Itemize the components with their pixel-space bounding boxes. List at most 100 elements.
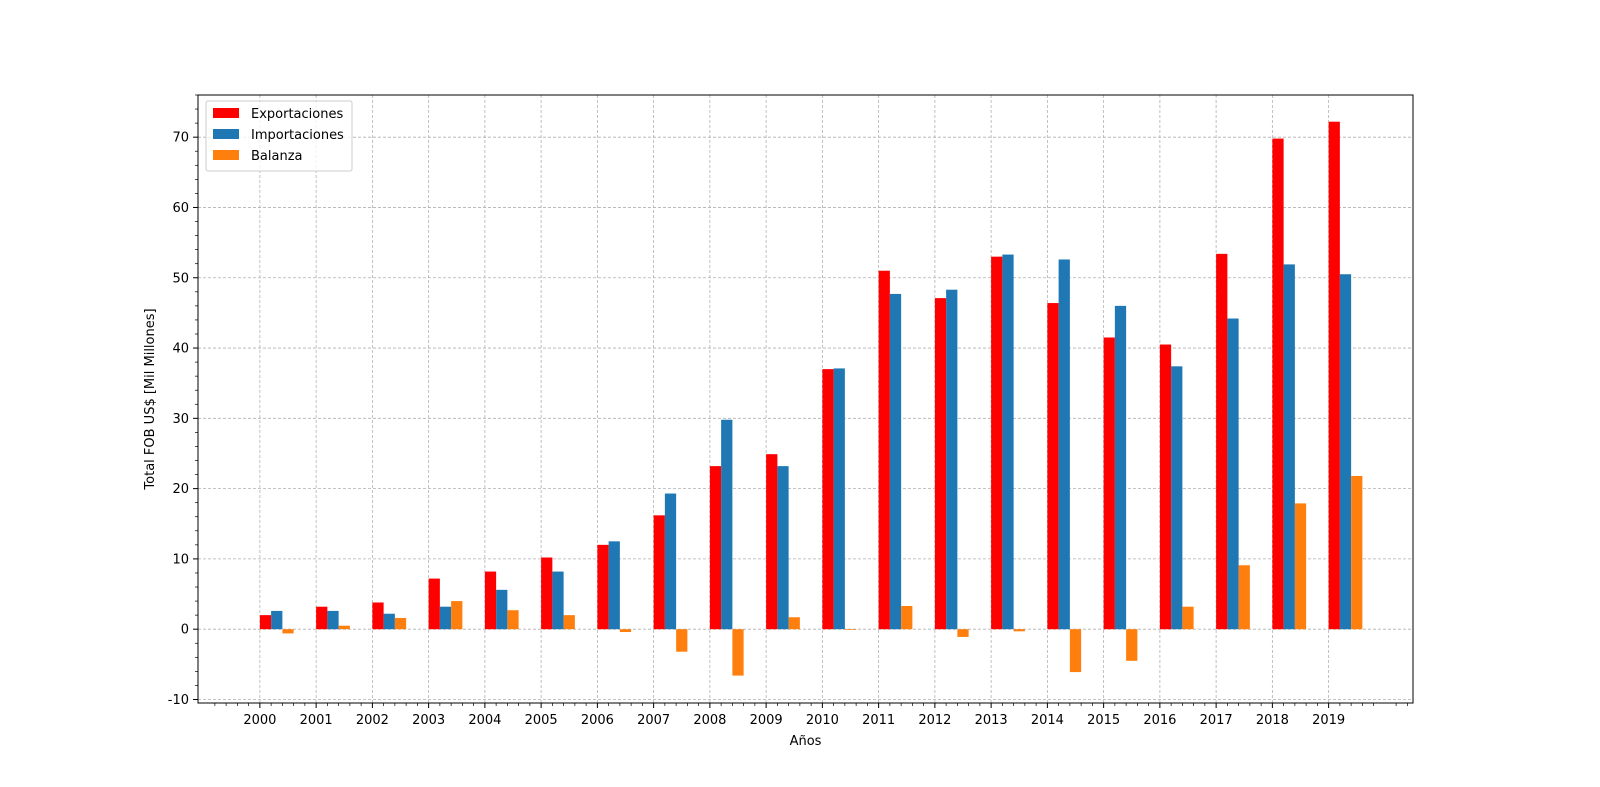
- bar-balanza-2011: [901, 606, 913, 630]
- bar-importaciones-2017: [1227, 318, 1239, 630]
- bars: [259, 121, 1363, 676]
- bar-importaciones-2013: [1002, 254, 1014, 630]
- bar-exportaciones-2011: [878, 270, 890, 630]
- bar-exportaciones-2005: [541, 557, 553, 630]
- bar-exportaciones-2009: [766, 454, 778, 630]
- tick-labels: -10 0 10 20 30 40 50 60 70 2000 2001 2002 2003 2004 20…: [168, 131, 1345, 728]
- legend-label-importaciones: Importaciones: [251, 128, 344, 143]
- bar-exportaciones-2014: [1047, 303, 1059, 630]
- bar-exportaciones-2015: [1103, 337, 1115, 630]
- x-tick-label: 2011: [862, 713, 895, 728]
- x-tick-label: 2009: [750, 713, 783, 728]
- y-tick-label: -10: [168, 693, 189, 708]
- bar-exportaciones-2016: [1159, 344, 1172, 630]
- bar-exportaciones-2004: [484, 571, 497, 630]
- bar-importaciones-2009: [777, 466, 789, 630]
- bar-importaciones-2012: [946, 289, 958, 630]
- bar-balanza-2013: [1013, 629, 1025, 632]
- bar-balanza-2018: [1294, 503, 1307, 630]
- bar-exportaciones-2008: [709, 466, 722, 630]
- x-tick-label: 2005: [525, 713, 558, 728]
- bar-importaciones-2003: [439, 606, 452, 630]
- bar-exportaciones-2006: [597, 544, 609, 630]
- bar-balanza-2000: [282, 629, 294, 634]
- legend-label-exportaciones: Exportaciones: [251, 107, 343, 122]
- bar-importaciones-2014: [1058, 259, 1070, 630]
- legend-box: [205, 100, 353, 172]
- x-tick-label: 2016: [1143, 713, 1176, 728]
- bar-importaciones-2006: [608, 541, 620, 630]
- bar-importaciones-2005: [552, 571, 564, 630]
- bar-balanza-2009: [788, 617, 800, 630]
- bar-importaciones-2011: [889, 293, 902, 630]
- x-tick-label: 2007: [637, 713, 670, 728]
- bar-importaciones-2016: [1171, 366, 1183, 630]
- y-tick-label: 40: [172, 342, 189, 357]
- bar-balanza-2017: [1238, 565, 1250, 630]
- plot-area-frame: [197, 94, 1414, 704]
- x-tick-label: 2012: [918, 713, 951, 728]
- x-tick-label: 2017: [1200, 713, 1233, 728]
- y-tick-label: 70: [172, 131, 189, 146]
- bar-importaciones-2004: [496, 589, 508, 630]
- x-tick-label: 2004: [468, 713, 501, 728]
- bar-exportaciones-2010: [822, 369, 834, 630]
- bar-balanza-2019: [1351, 475, 1363, 630]
- bar-importaciones-2001: [327, 610, 339, 630]
- legend-swatch-exportaciones: [213, 108, 239, 118]
- bar-balanza-2005: [563, 615, 575, 630]
- bar-balanza-2015: [1126, 629, 1138, 661]
- bar-balanza-2004: [507, 610, 519, 630]
- bar-importaciones-2018: [1283, 264, 1295, 630]
- bar-balanza-2007: [676, 629, 688, 652]
- x-tick-label: 2000: [243, 713, 276, 728]
- bar-balanza-2001: [338, 625, 350, 630]
- x-tick-label: 2015: [1087, 713, 1120, 728]
- bar-importaciones-2019: [1339, 274, 1352, 630]
- bar-importaciones-2008: [721, 419, 733, 630]
- bar-exportaciones-2003: [428, 578, 440, 630]
- y-axis-label: Total FOB US$ [Mil Millones]: [143, 308, 158, 490]
- y-tick-label: 30: [172, 412, 189, 427]
- x-tick-label: 2018: [1256, 713, 1289, 728]
- bar-importaciones-2002: [383, 613, 395, 630]
- bar-balanza-2002: [394, 617, 407, 630]
- x-axis-label: Años: [790, 734, 822, 749]
- legend-label-balanza: Balanza: [251, 149, 303, 164]
- bar-importaciones-2007: [664, 493, 677, 630]
- bar-exportaciones-2001: [316, 606, 328, 630]
- x-tick-label: 2019: [1312, 713, 1345, 728]
- x-tick-label: 2001: [300, 713, 333, 728]
- bar-exportaciones-2007: [653, 515, 665, 630]
- bar-importaciones-2000: [271, 610, 283, 630]
- x-tick-label: 2006: [581, 713, 614, 728]
- bar-balanza-2006: [619, 629, 632, 633]
- bar-exportaciones-2002: [372, 602, 384, 630]
- y-tick-label: 10: [172, 552, 189, 567]
- bar-importaciones-2015: [1114, 305, 1127, 630]
- bar-balanza-2008: [732, 629, 744, 676]
- bar-balanza-2016: [1182, 606, 1194, 630]
- x-tick-label: 2002: [356, 713, 389, 728]
- x-tick-label: 2010: [806, 713, 839, 728]
- legend-swatch-importaciones: [213, 129, 239, 139]
- bar-exportaciones-2019: [1328, 121, 1340, 630]
- y-tick-label: 0: [181, 623, 189, 638]
- x-tick-label: 2008: [693, 713, 726, 728]
- bar-balanza-2014: [1069, 629, 1082, 673]
- x-tick-label: 2014: [1031, 713, 1064, 728]
- y-tick-label: 50: [172, 271, 189, 286]
- axis-ticks: [193, 94, 1408, 708]
- bar-exportaciones-2018: [1272, 138, 1284, 630]
- legend-swatch-balanza: [213, 150, 239, 160]
- bar-balanza-2012: [957, 629, 969, 637]
- y-tick-label: 60: [172, 201, 189, 216]
- bar-balanza-2010: [844, 629, 857, 630]
- bar-balanza-2003: [451, 601, 463, 630]
- legend: Exportaciones Importaciones Balanza: [205, 100, 353, 172]
- bar-importaciones-2010: [833, 368, 845, 630]
- bar-exportaciones-2012: [934, 298, 947, 630]
- y-tick-label: 20: [172, 482, 189, 497]
- bar-exportaciones-2000: [259, 615, 272, 630]
